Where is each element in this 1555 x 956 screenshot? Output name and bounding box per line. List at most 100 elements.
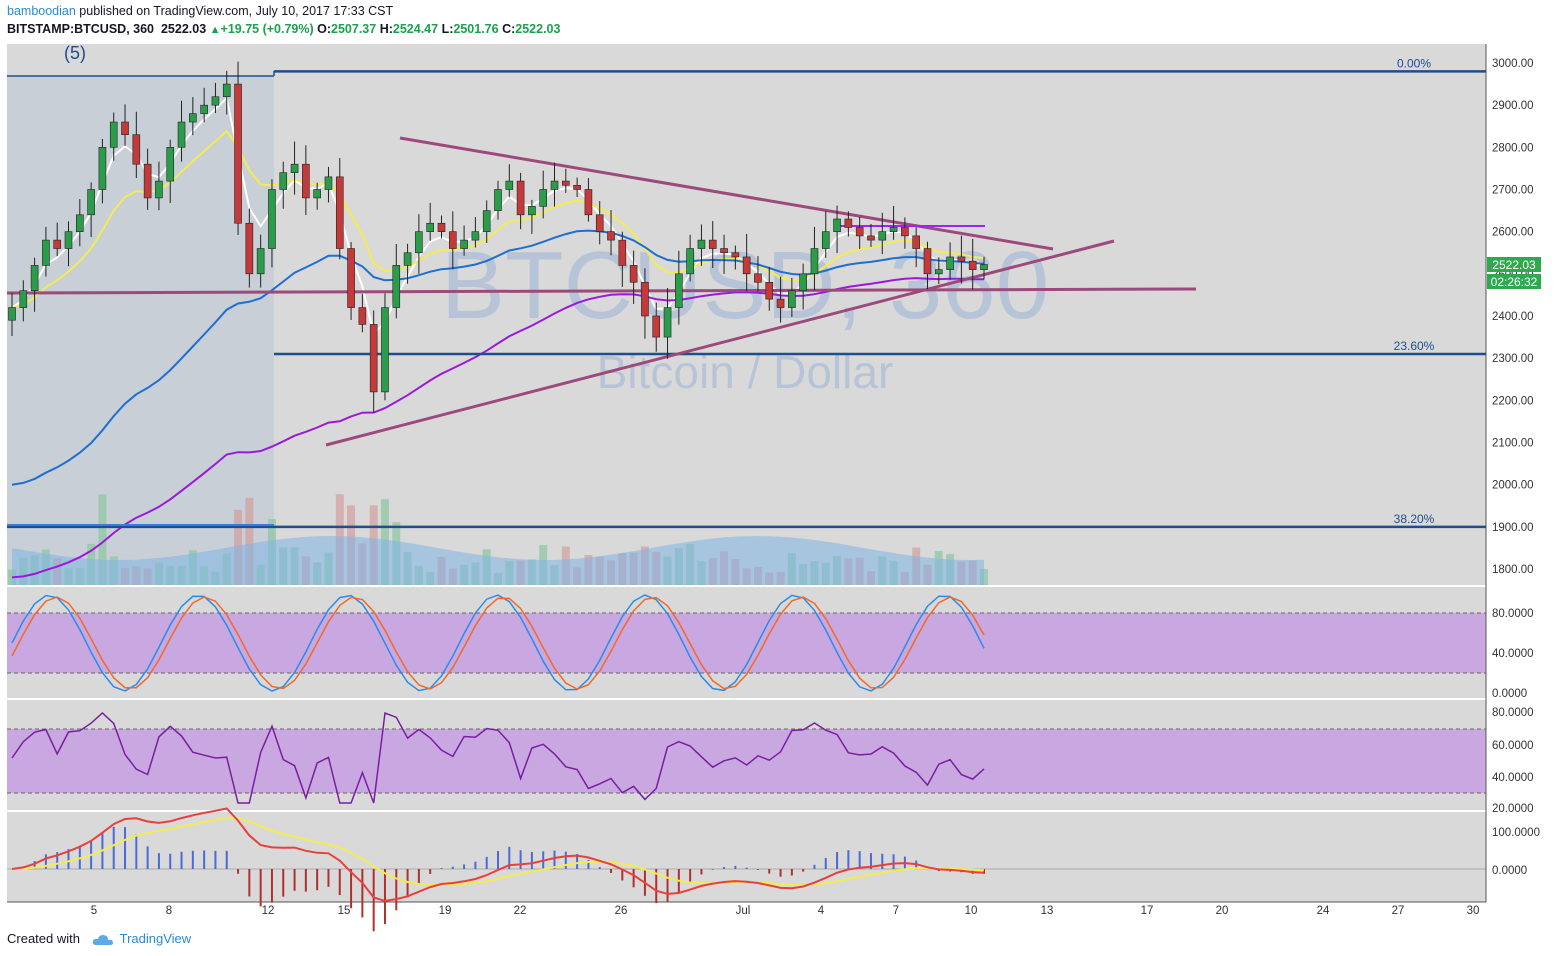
rsi-line — [11, 711, 985, 804]
price-axis-label: 3000.00 — [1492, 58, 1534, 70]
candle-body — [595, 214, 604, 232]
candle-body — [968, 260, 977, 270]
time-axis-label: Jul — [736, 905, 751, 917]
fib-label: 23.60% — [1394, 339, 1435, 353]
price-axis: 3000.002900.002800.002700.002600.002500.… — [1492, 58, 1534, 576]
candle-body — [516, 180, 525, 216]
symbol-label[interactable]: BITSTAMP:BTCUSD, 360 — [7, 22, 155, 36]
macd-axis-label: 0.0000 — [1492, 865, 1527, 877]
candle-body — [765, 281, 774, 300]
candle-body — [460, 239, 468, 249]
time-axis-label: 20 — [1216, 905, 1229, 917]
time-axis-label: 15 — [338, 905, 351, 917]
price-axis-label: 2200.00 — [1492, 395, 1534, 407]
candle-body — [256, 248, 265, 275]
candle-body — [618, 239, 627, 266]
candle-body — [211, 96, 220, 106]
candle-body — [742, 256, 751, 275]
time-axis-label: 10 — [965, 905, 978, 917]
upper-trendline[interactable] — [399, 136, 1054, 251]
trendlines — [6, 136, 1197, 447]
candle-body — [912, 235, 920, 249]
countdown-tag-text: 02:26:32 — [1491, 275, 1538, 289]
candle-body — [313, 189, 321, 199]
time-axis-label: 13 — [1041, 905, 1054, 917]
candle-body — [64, 231, 73, 249]
price-axis-label: 2000.00 — [1492, 480, 1534, 492]
candle-body — [76, 214, 84, 232]
time-axis-label: 19 — [439, 905, 452, 917]
price-axis-label: 2600.00 — [1492, 227, 1534, 239]
candle-body — [53, 239, 62, 249]
rsi-axis: 80.0000 60.0000 40.0000 20.0000 — [1492, 707, 1534, 815]
candle-body — [347, 248, 355, 308]
stoch-axis-label: 40.0000 — [1492, 648, 1534, 660]
candle-body — [471, 231, 480, 241]
open-value: 2507.37 — [331, 22, 377, 36]
last-price-tag-text: 2522.03 — [1492, 258, 1536, 272]
wave-label: (5) — [64, 43, 86, 63]
candle-body — [821, 231, 830, 249]
macd-pane[interactable] — [7, 812, 1486, 902]
time-axis-label: 22 — [514, 905, 527, 917]
fibonacci-levels: 0.00% 23.60% 38.20% — [7, 56, 1486, 529]
time-axis-label: 30 — [1467, 905, 1480, 917]
price-axis-label: 1800.00 — [1492, 564, 1534, 576]
horizontal-support[interactable] — [6, 287, 1197, 295]
candle-body — [155, 180, 163, 199]
rsi-axis-label: 60.0000 — [1492, 740, 1534, 752]
candle-body — [754, 273, 762, 283]
candle-body — [381, 307, 389, 393]
candle-body — [121, 121, 129, 135]
candle-body — [663, 307, 672, 338]
price-axis-label: 2400.00 — [1492, 311, 1534, 323]
macd-signal-line — [11, 816, 985, 887]
macd-axis: 100.0000 0.0000 — [1492, 827, 1540, 877]
open-label: O: — [317, 22, 332, 36]
publish-info: bamboodian published on TradingView.com,… — [7, 4, 393, 18]
candle-body — [19, 290, 28, 308]
tradingview-link[interactable]: TradingView — [119, 931, 192, 946]
volume-bars — [8, 494, 988, 585]
candle-body — [494, 189, 502, 211]
fib-label: 0.00% — [1397, 56, 1431, 70]
candle-body — [776, 298, 785, 308]
last-price-tag: 2522.03 02:26:32 — [1487, 257, 1541, 289]
candle-body — [189, 113, 197, 123]
candle-body — [358, 307, 367, 325]
close-value: 2522.03 — [515, 22, 561, 36]
candle-body — [392, 265, 401, 308]
published-text: published on TradingView.com, July 10, 2… — [79, 4, 394, 18]
candle-body — [302, 163, 310, 199]
candle-body — [562, 180, 570, 186]
candle-body — [42, 239, 50, 266]
rsi-band — [7, 729, 1486, 793]
candle-body — [607, 231, 615, 241]
candle-body — [8, 307, 16, 321]
candle-body — [369, 324, 378, 393]
candle-body — [573, 184, 581, 190]
candle-body — [708, 239, 717, 249]
macd-line — [11, 807, 985, 902]
volume-bar — [98, 494, 107, 585]
candle-body — [641, 281, 649, 317]
candle-body — [833, 218, 841, 232]
candle-body — [901, 227, 909, 237]
candle-body — [109, 121, 118, 148]
lower-trendline[interactable] — [325, 239, 1115, 447]
time-axis-label: 8 — [166, 905, 172, 917]
symbol-info: BITSTAMP:BTCUSD, 360 2522.03 ▲+19.75 (+0… — [7, 22, 560, 36]
volume-ma-area — [12, 536, 984, 585]
price-axis-label: 2300.00 — [1492, 353, 1534, 365]
time-axis-label: 7 — [893, 905, 899, 917]
ema-slowest-line — [11, 277, 985, 579]
candle-body — [268, 189, 276, 249]
candle-body — [415, 231, 423, 254]
stoch-axis-label: 0.0000 — [1492, 688, 1527, 700]
time-axis-label: 27 — [1392, 905, 1405, 917]
tradingview-cloud-icon — [92, 934, 113, 945]
author-link[interactable]: bamboodian — [7, 4, 76, 18]
candle-body — [30, 265, 39, 291]
price-axis-label: 2900.00 — [1492, 100, 1534, 112]
